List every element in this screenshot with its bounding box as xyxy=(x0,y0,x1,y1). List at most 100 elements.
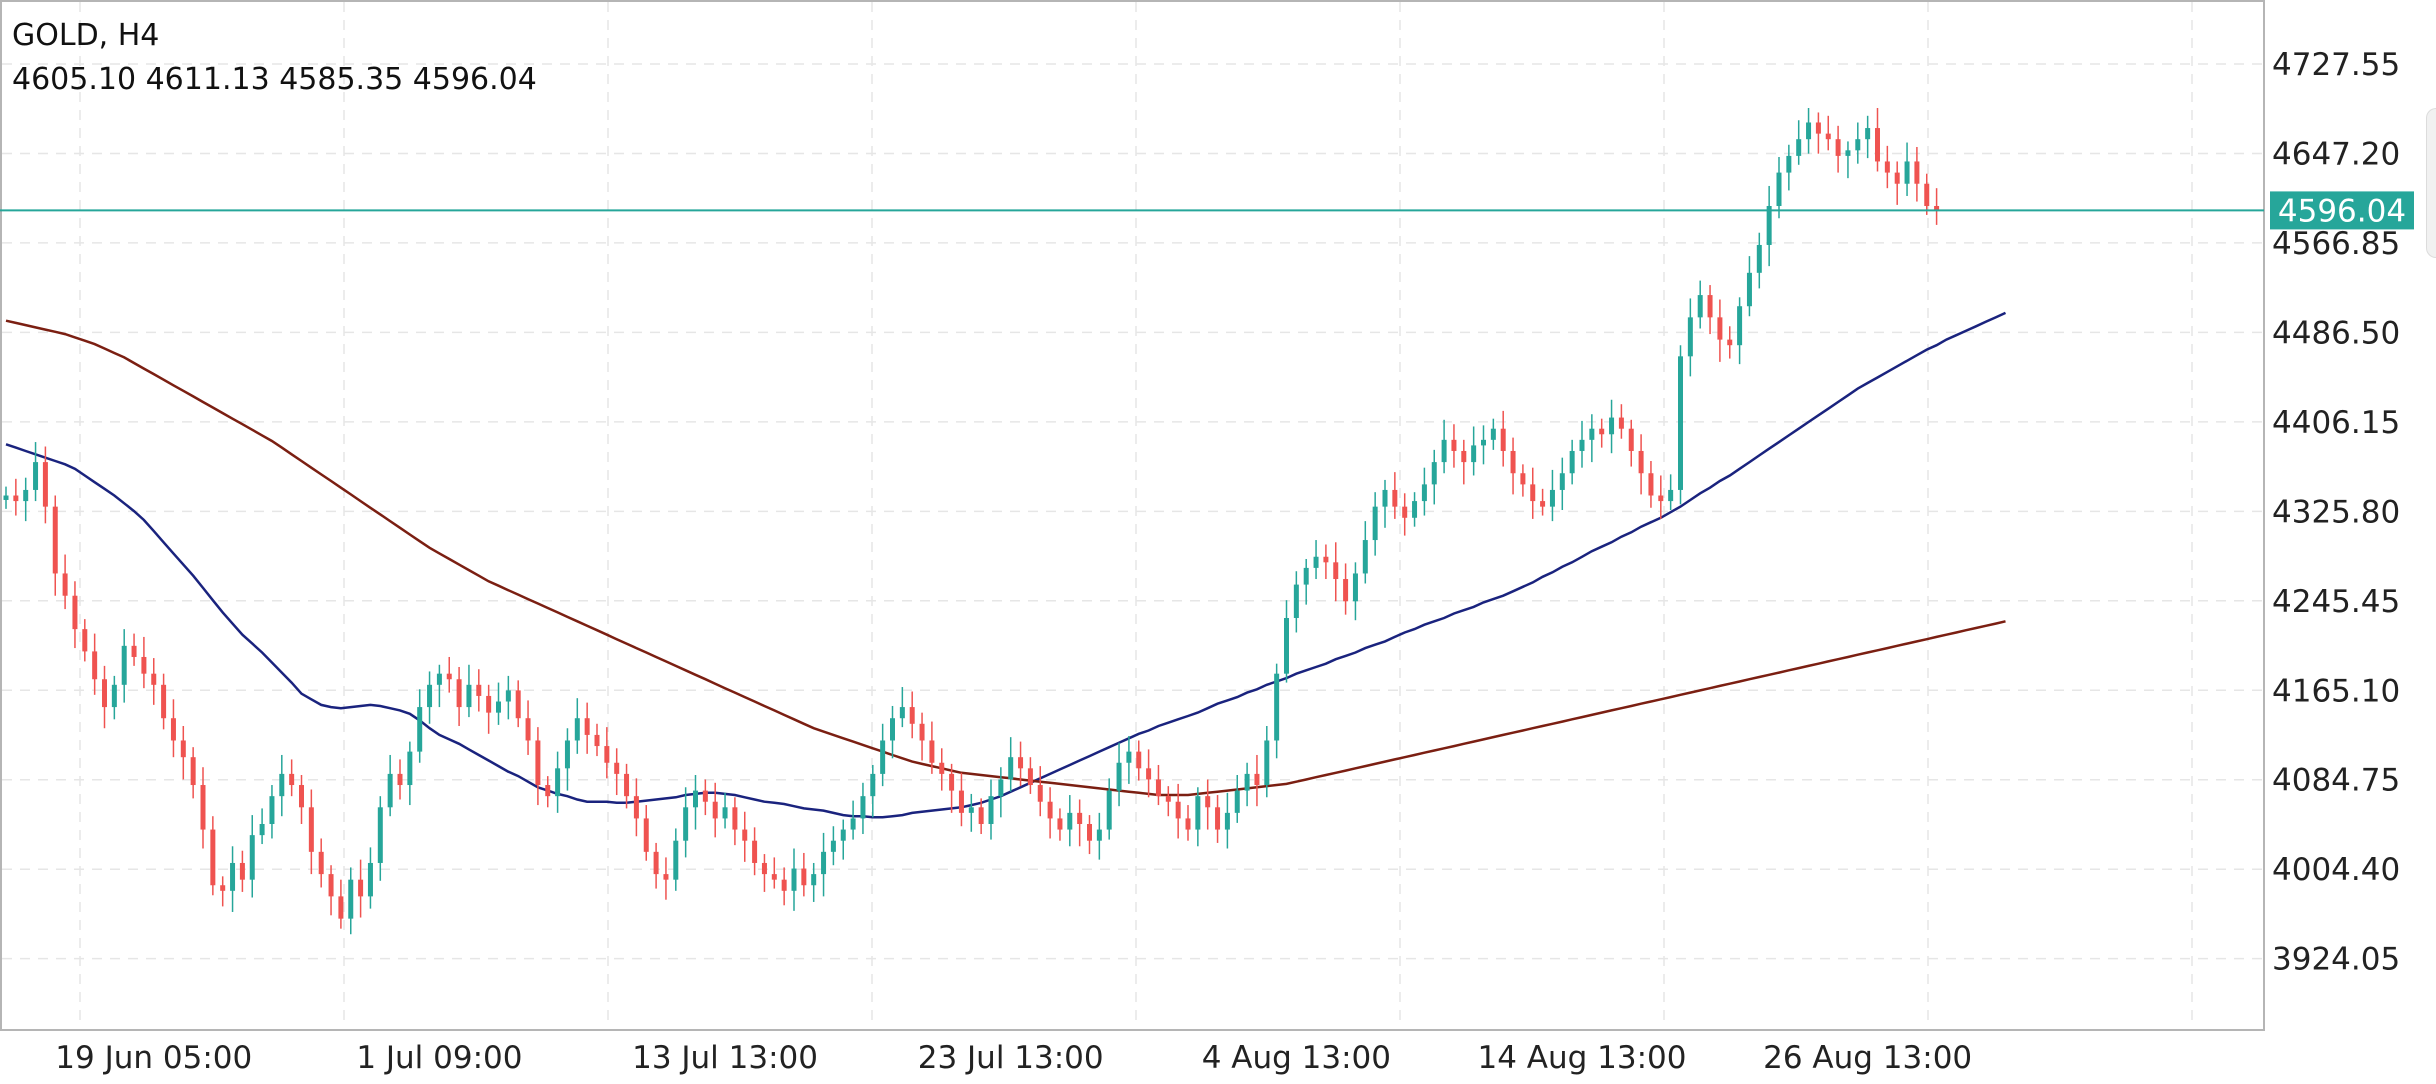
candle xyxy=(1668,474,1674,510)
candle xyxy=(781,867,787,906)
candle-body xyxy=(1875,128,1880,162)
candle xyxy=(161,673,167,730)
side-panel-handle[interactable] xyxy=(2426,108,2436,258)
candle-body xyxy=(771,874,777,880)
candle xyxy=(1018,741,1024,787)
candle xyxy=(1362,521,1368,584)
candle-body xyxy=(1806,122,1812,140)
candle xyxy=(1165,786,1171,817)
candle-body xyxy=(978,807,984,824)
candle xyxy=(899,687,905,728)
candle-body xyxy=(1894,172,1900,184)
candle xyxy=(1737,297,1743,365)
candle xyxy=(909,691,915,739)
candle-body xyxy=(1835,139,1841,156)
candle-body xyxy=(515,690,521,719)
candle xyxy=(367,847,373,909)
candle xyxy=(880,723,886,787)
candle xyxy=(673,828,679,891)
candle-body xyxy=(1559,473,1565,490)
candle xyxy=(1481,425,1486,465)
candle-body xyxy=(998,779,1004,797)
candle-body xyxy=(1254,773,1260,786)
candle xyxy=(1284,600,1289,683)
candle xyxy=(771,857,777,889)
candle-body xyxy=(1481,439,1486,446)
candle xyxy=(476,669,482,712)
candle-body xyxy=(1352,573,1358,602)
candle xyxy=(1116,742,1122,807)
candle-body xyxy=(1451,439,1457,451)
candle-body xyxy=(1362,540,1368,574)
candle-body xyxy=(1441,439,1447,463)
candle xyxy=(1195,787,1201,847)
candle xyxy=(141,636,147,689)
candle-body xyxy=(535,740,541,786)
candle-body xyxy=(279,773,285,797)
candle-body xyxy=(1471,445,1477,463)
candle-body xyxy=(1697,295,1703,318)
candle-body xyxy=(436,673,442,685)
candle-body xyxy=(190,757,196,786)
candle-body xyxy=(791,868,797,891)
candle-body xyxy=(505,690,511,702)
plot-frame xyxy=(0,0,2265,1031)
candle xyxy=(1234,775,1240,823)
candle-body xyxy=(1037,785,1043,802)
candle-body xyxy=(1224,812,1230,830)
candle xyxy=(1352,562,1358,621)
x-tick-label: 13 Jul 13:00 xyxy=(632,1040,818,1076)
candle xyxy=(1323,544,1329,580)
candle xyxy=(1057,808,1063,841)
candle xyxy=(1894,161,1900,205)
candle xyxy=(358,859,364,918)
candle xyxy=(92,633,98,695)
candle-body xyxy=(1402,506,1408,518)
candle xyxy=(968,793,974,832)
candle-body xyxy=(1106,790,1112,830)
candle-body xyxy=(1421,484,1427,502)
candle-body xyxy=(1569,450,1575,474)
candle xyxy=(998,767,1004,818)
candle-body xyxy=(1136,751,1142,769)
candle xyxy=(1648,460,1654,508)
candle xyxy=(830,826,836,866)
candle-body xyxy=(712,801,718,819)
y-tick-label: 4486.50 xyxy=(2272,315,2400,351)
candle-body xyxy=(220,885,226,891)
x-tick-label: 4 Aug 13:00 xyxy=(1202,1040,1391,1076)
candle-body xyxy=(1077,812,1083,824)
candle xyxy=(377,796,383,881)
candle-body xyxy=(1500,428,1506,451)
candle xyxy=(1579,420,1585,468)
candle xyxy=(1155,764,1161,806)
candle xyxy=(180,726,186,780)
candle xyxy=(1756,232,1762,289)
candle xyxy=(1825,115,1831,151)
candle xyxy=(594,723,600,757)
candle-body xyxy=(92,651,98,680)
candle-body xyxy=(161,684,167,719)
x-tick-label: 14 Aug 13:00 xyxy=(1477,1040,1686,1076)
y-tick-label: 4084.75 xyxy=(2272,763,2400,799)
candle xyxy=(564,728,570,791)
candle-body xyxy=(358,879,364,897)
candle-body xyxy=(1372,506,1378,541)
candle xyxy=(1146,749,1152,798)
candle-body xyxy=(821,851,827,875)
candle-body xyxy=(1825,133,1831,140)
candle-body xyxy=(1185,818,1191,830)
candle-body xyxy=(338,896,344,919)
candle xyxy=(1490,418,1496,450)
candle-body xyxy=(476,684,482,696)
candle xyxy=(860,782,866,835)
candle-body xyxy=(1333,562,1339,580)
candle-body xyxy=(1195,796,1201,830)
candle-body xyxy=(111,684,117,708)
candle-body xyxy=(200,785,206,830)
candle xyxy=(702,779,708,816)
y-tick-label: 4727.55 xyxy=(2272,47,2400,83)
candle-body xyxy=(82,629,88,652)
